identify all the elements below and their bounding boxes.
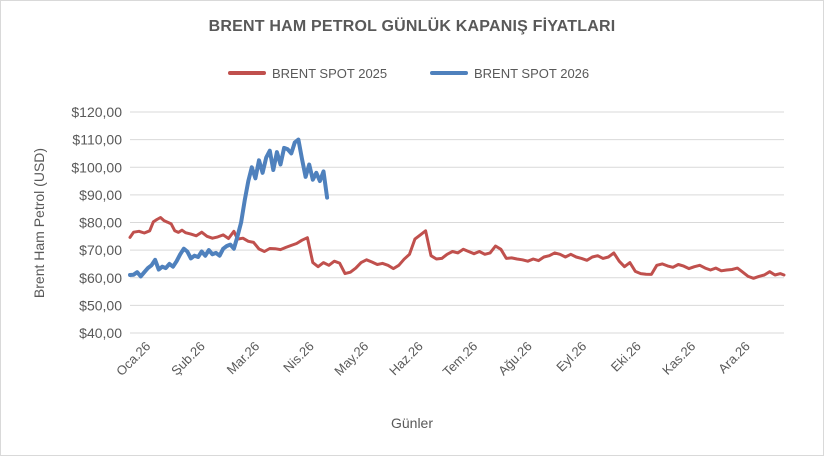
y-tick-label: $80,00	[79, 215, 122, 231]
y-tick-label: $110,00	[72, 132, 122, 148]
y-tick-label: $90,00	[79, 187, 122, 203]
legend: BRENT SPOT 2025 BRENT SPOT 2026	[0, 62, 824, 84]
y-tick-label: $50,00	[79, 297, 122, 313]
series-line-2025	[128, 216, 786, 280]
legend-label-2026: BRENT SPOT 2026	[474, 65, 590, 81]
y-tick-label: $70,00	[79, 242, 122, 258]
series-line-2026	[128, 137, 330, 279]
x-axis-title: Günler	[390, 415, 434, 431]
x-tick-label: Eyl.26	[553, 339, 589, 375]
x-tick-label: Eki.26	[608, 339, 644, 375]
x-tick-label: Ağu.26	[495, 339, 535, 379]
y-tick-label: $40,00	[79, 325, 122, 341]
x-tick-label: Mar.26	[224, 339, 263, 378]
x-tick-label: Şub.26	[168, 339, 208, 379]
legend-swatch-2025	[228, 71, 266, 75]
chart-title: BRENT HAM PETROL GÜNLÜK KAPANIŞ FİYATLAR…	[208, 18, 616, 35]
legend-item-2025: BRENT SPOT 2025	[228, 62, 387, 84]
y-tick-label: $60,00	[79, 270, 122, 286]
x-tick-label: Haz.26	[386, 339, 426, 379]
x-tick-label: May.26	[331, 339, 371, 379]
y-tick-label: $120,00	[71, 104, 122, 120]
x-tick-label: Kas.26	[659, 339, 698, 378]
legend-item-2026: BRENT SPOT 2026	[430, 62, 589, 84]
x-tick-label: Ara.26	[715, 339, 753, 377]
legend-label-2025: BRENT SPOT 2025	[272, 65, 388, 81]
x-tick-label: Nis.26	[280, 339, 317, 376]
x-tick-label: Oca.26	[113, 339, 153, 379]
x-tick-label: Tem.26	[440, 339, 481, 380]
y-tick-label: $100,00	[71, 159, 122, 175]
legend-swatch-2026	[430, 71, 468, 75]
